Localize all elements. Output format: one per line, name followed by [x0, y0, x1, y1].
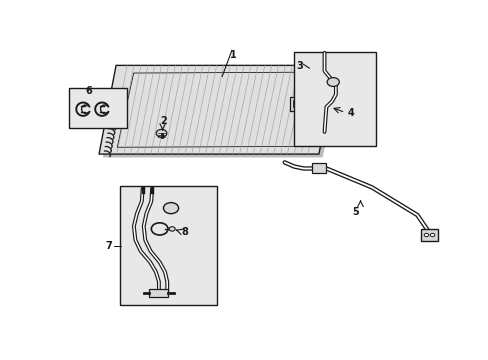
- Circle shape: [156, 129, 166, 137]
- Text: 7: 7: [105, 240, 112, 251]
- Circle shape: [163, 203, 178, 214]
- Bar: [149, 288, 168, 297]
- Circle shape: [326, 77, 339, 86]
- Bar: [120, 186, 216, 305]
- Bar: [311, 163, 325, 173]
- Bar: [294, 51, 375, 146]
- Text: 5: 5: [352, 207, 359, 217]
- Polygon shape: [99, 66, 337, 154]
- Circle shape: [429, 233, 434, 237]
- Circle shape: [423, 233, 428, 237]
- Text: 6: 6: [85, 86, 92, 96]
- Text: 8: 8: [181, 227, 188, 237]
- Text: 1: 1: [230, 50, 237, 60]
- Circle shape: [169, 227, 175, 231]
- Text: 2: 2: [160, 116, 166, 126]
- Polygon shape: [102, 69, 341, 157]
- Bar: [290, 97, 311, 111]
- Text: 4: 4: [347, 108, 354, 118]
- Text: 3: 3: [296, 61, 303, 71]
- Bar: [420, 229, 437, 241]
- Bar: [68, 87, 127, 128]
